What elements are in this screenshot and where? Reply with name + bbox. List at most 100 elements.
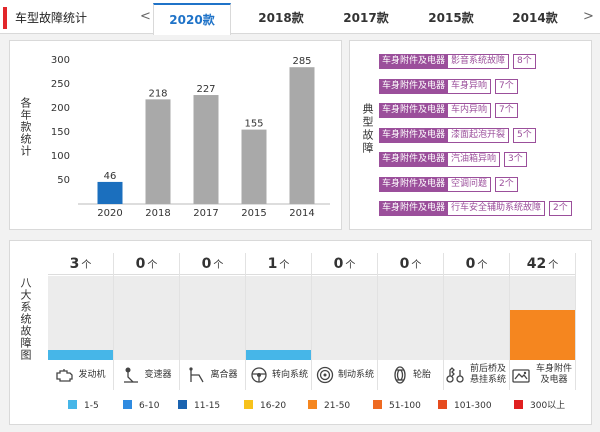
legend-item: 21-50 — [308, 400, 350, 412]
system-count-unit: 个 — [477, 260, 488, 271]
bar-2015[interactable] — [241, 129, 267, 204]
system-name: 变速器 — [144, 369, 172, 380]
system-label: 轮胎 — [378, 360, 443, 390]
tab-2017[interactable]: 2017款 — [343, 11, 389, 25]
system-column[interactable]: 0 个离合器 — [180, 253, 246, 390]
fault-count: 8个 — [513, 54, 536, 69]
x-tick-label: 2014 — [289, 208, 314, 219]
tab-2014[interactable]: 2014款 — [512, 11, 558, 25]
bar-2020[interactable] — [97, 181, 123, 204]
legend-label: 6-10 — [139, 401, 160, 411]
system-count-value: 0 — [201, 256, 212, 272]
system-fill-bar — [246, 349, 311, 360]
system-column[interactable]: 0 个轮胎 — [378, 253, 444, 390]
legend-label: 300以上 — [530, 401, 566, 411]
systems-label-text: 八大系统故障图 — [19, 277, 32, 361]
fault-tag[interactable]: 车身附件及电器 汽油箱异响 3个 — [379, 152, 527, 167]
tab-2015[interactable]: 2015款 — [428, 11, 474, 25]
bar-value-label: 227 — [196, 84, 215, 95]
system-column[interactable]: 3 个发动机 — [48, 253, 114, 390]
fault-tag[interactable]: 车身附件及电器 车内异响 7个 — [379, 103, 518, 118]
system-fill-area — [180, 276, 245, 360]
system-fill-bar — [48, 349, 113, 360]
gearshift-icon — [124, 367, 139, 383]
fault-tag[interactable]: 车身附件及电器 影音系统故障 8个 — [379, 54, 536, 69]
fault-count: 2个 — [549, 201, 572, 216]
system-count-value: 3 — [69, 256, 80, 272]
system-count-value: 0 — [333, 256, 344, 272]
system-count-unit: 个 — [279, 260, 290, 271]
fault-name: 漆面起泡开裂 — [448, 127, 510, 143]
system-name: 制动系统 — [337, 369, 374, 380]
legend-item: 11-15 — [178, 400, 220, 412]
clutch-icon — [189, 367, 205, 383]
yearly-bar-chart: 50 100 150 200 250 300 46 2020 218 2018 227 2017 155… — [51, 55, 330, 219]
fault-tag[interactable]: 车身附件及电器 漆面起泡开裂 5个 — [379, 127, 536, 143]
system-column[interactable]: 0 个前后桥及悬挂系统 — [444, 253, 510, 390]
y-tick-label: 50 — [57, 175, 70, 186]
legend-item: 300以上 — [514, 400, 565, 412]
bar-2018[interactable] — [145, 99, 171, 204]
fault-count: 7个 — [495, 78, 518, 94]
next-arrow-button[interactable]: > — [583, 9, 594, 24]
system-count-unit: 个 — [147, 260, 158, 271]
system-count-unit: 个 — [548, 260, 559, 271]
fault-count: 2个 — [495, 176, 518, 192]
legend-label: 1-5 — [84, 401, 99, 411]
prev-arrow-button[interactable]: < — [140, 9, 151, 24]
fault-name: 影音系统故障 — [448, 54, 510, 69]
system-count-unit: 个 — [411, 260, 422, 271]
legend-swatch — [68, 400, 77, 409]
typical-faults-label: 典型故障 — [359, 103, 374, 155]
y-tick-label: 150 — [51, 127, 70, 138]
fault-tag[interactable]: 车身附件及电器 车身异响 7个 — [379, 78, 518, 94]
legend-swatch — [178, 400, 187, 409]
fault-tag[interactable]: 车身附件及电器 行车安全辅助系统故障 2个 — [379, 201, 572, 216]
fault-name: 汽油箱异响 — [448, 152, 501, 167]
system-count-unit: 个 — [81, 260, 92, 271]
legend-swatch — [123, 400, 132, 409]
system-label: 车身附件及电器 — [510, 360, 575, 390]
tab-2020[interactable]: 2020款 — [153, 3, 231, 35]
system-name: 轮胎 — [412, 369, 431, 380]
system-name: 车身附件及电器 — [535, 364, 572, 385]
legend-label: 16-20 — [260, 401, 287, 411]
legend-item: 6-10 — [123, 400, 159, 412]
fault-count: 5个 — [513, 127, 536, 143]
legend-item: 51-100 — [373, 400, 421, 412]
y-tick-label: 250 — [51, 79, 70, 90]
fault-tag[interactable]: 车身附件及电器 空调问题 2个 — [379, 176, 518, 192]
bar-value-label: 285 — [292, 56, 311, 67]
system-label: 转向系统 — [246, 360, 311, 390]
system-fill-area — [312, 276, 377, 360]
system-count-unit: 个 — [345, 260, 356, 271]
system-count-value: 0 — [465, 256, 476, 272]
legend-label: 21-50 — [324, 401, 351, 411]
system-column[interactable]: 0 个变速器 — [114, 253, 180, 390]
yearly-stats-label-text: 各年款统计 — [19, 97, 32, 157]
fault-count: 3个 — [504, 152, 527, 167]
bar-2017[interactable] — [193, 95, 219, 204]
system-fill-area — [246, 276, 311, 360]
system-count-unit: 个 — [213, 260, 224, 271]
system-count-value: 0 — [135, 256, 146, 272]
system-column[interactable]: 0 个制动系统 — [312, 253, 378, 390]
legend-item: 101-300 — [438, 400, 492, 412]
system-column[interactable]: 42 个车身附件及电器 — [510, 253, 576, 390]
system-column[interactable]: 1 个转向系统 — [246, 253, 312, 390]
legend-label: 51-100 — [389, 401, 421, 411]
fault-count: 7个 — [495, 103, 518, 118]
legend-swatch — [514, 400, 523, 409]
system-name: 发动机 — [78, 369, 106, 380]
tab-2018[interactable]: 2018款 — [258, 11, 304, 25]
fault-name: 行车安全辅助系统故障 — [448, 201, 546, 216]
bar-value-label: 46 — [104, 171, 117, 182]
system-count-value: 0 — [399, 256, 410, 272]
system-fill-bar — [510, 309, 575, 360]
bar-2014[interactable] — [289, 67, 315, 204]
fault-category: 车身附件及电器 — [379, 127, 449, 143]
